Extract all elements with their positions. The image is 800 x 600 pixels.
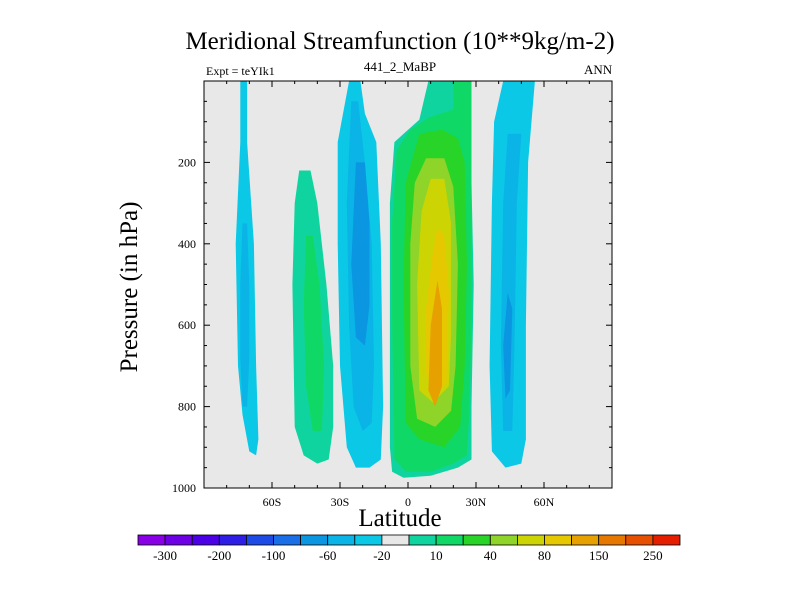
y-tick-label: 200 xyxy=(178,155,196,169)
x-axis-title: Latitude xyxy=(358,505,442,532)
experiment-label: Expt = teYIk1 xyxy=(206,64,275,78)
colorbar-swatch xyxy=(544,534,573,546)
y-tick-label: 800 xyxy=(178,400,196,414)
y-tick-label: 400 xyxy=(178,237,196,251)
x-tick-label: 30N xyxy=(466,495,487,509)
chart-title: Meridional Streamfunction (10**9kg/m-2) xyxy=(185,28,615,55)
season-label: ANN xyxy=(584,62,613,77)
colorbar-label: -60 xyxy=(319,548,336,563)
colorbar-swatch xyxy=(327,534,356,546)
colorbar-swatch xyxy=(164,534,193,546)
colorbar-label: -200 xyxy=(207,548,231,563)
colorbar-swatch xyxy=(489,534,518,546)
chart-subtitle: 441_2_MaBP xyxy=(363,59,437,74)
x-tick-label: 60N xyxy=(534,495,555,509)
cell-45s-positive-level-1 xyxy=(303,235,325,431)
colorbar-swatch xyxy=(517,534,545,546)
colorbar-label: -20 xyxy=(373,548,390,563)
colorbar-swatch xyxy=(598,534,627,546)
colorbar-swatch xyxy=(191,534,220,546)
y-tick-label: 1000 xyxy=(172,481,196,495)
colorbar-swatch xyxy=(273,534,302,546)
colorbar-swatch xyxy=(381,534,410,546)
colorbar-swatch xyxy=(300,534,329,546)
colorbar-label: 80 xyxy=(538,548,551,563)
cell-45n-negative xyxy=(489,81,535,468)
colorbar-label: -300 xyxy=(153,548,177,563)
colorbar-label: -100 xyxy=(262,548,286,563)
colorbar-swatch xyxy=(435,534,464,546)
colorbar-swatch xyxy=(652,534,681,546)
colorbar-swatch xyxy=(462,534,491,546)
x-tick-label: 0 xyxy=(405,495,411,509)
colorbar-label: 150 xyxy=(589,548,609,563)
cell-45n-negative-level-2 xyxy=(503,292,513,399)
cell-15n-positive xyxy=(389,81,474,478)
cell-20s-negative xyxy=(337,81,384,468)
colorbar-label: 250 xyxy=(643,548,663,563)
cell-45s-positive xyxy=(292,170,334,464)
cell-20s-negative-level-2 xyxy=(351,162,370,346)
colorbar-label: 10 xyxy=(430,548,443,563)
colorbar-swatch xyxy=(408,534,437,546)
colorbar-swatch xyxy=(218,534,247,546)
colorbar-swatch xyxy=(625,534,654,546)
cell-15n-positive-level-6 xyxy=(428,280,442,407)
x-tick-label: 30S xyxy=(331,495,350,509)
cell-65s-negative-level-1 xyxy=(240,223,250,407)
x-tick-label: 60S xyxy=(263,495,282,509)
colorbar-swatch xyxy=(137,534,166,546)
colorbar-swatch xyxy=(571,534,600,546)
y-tick-label: 600 xyxy=(178,318,196,332)
colorbar-swatch xyxy=(354,534,383,546)
colorbar-swatch xyxy=(245,534,274,546)
cell-65s-negative xyxy=(235,81,259,456)
colorbar-label: 40 xyxy=(484,548,497,563)
